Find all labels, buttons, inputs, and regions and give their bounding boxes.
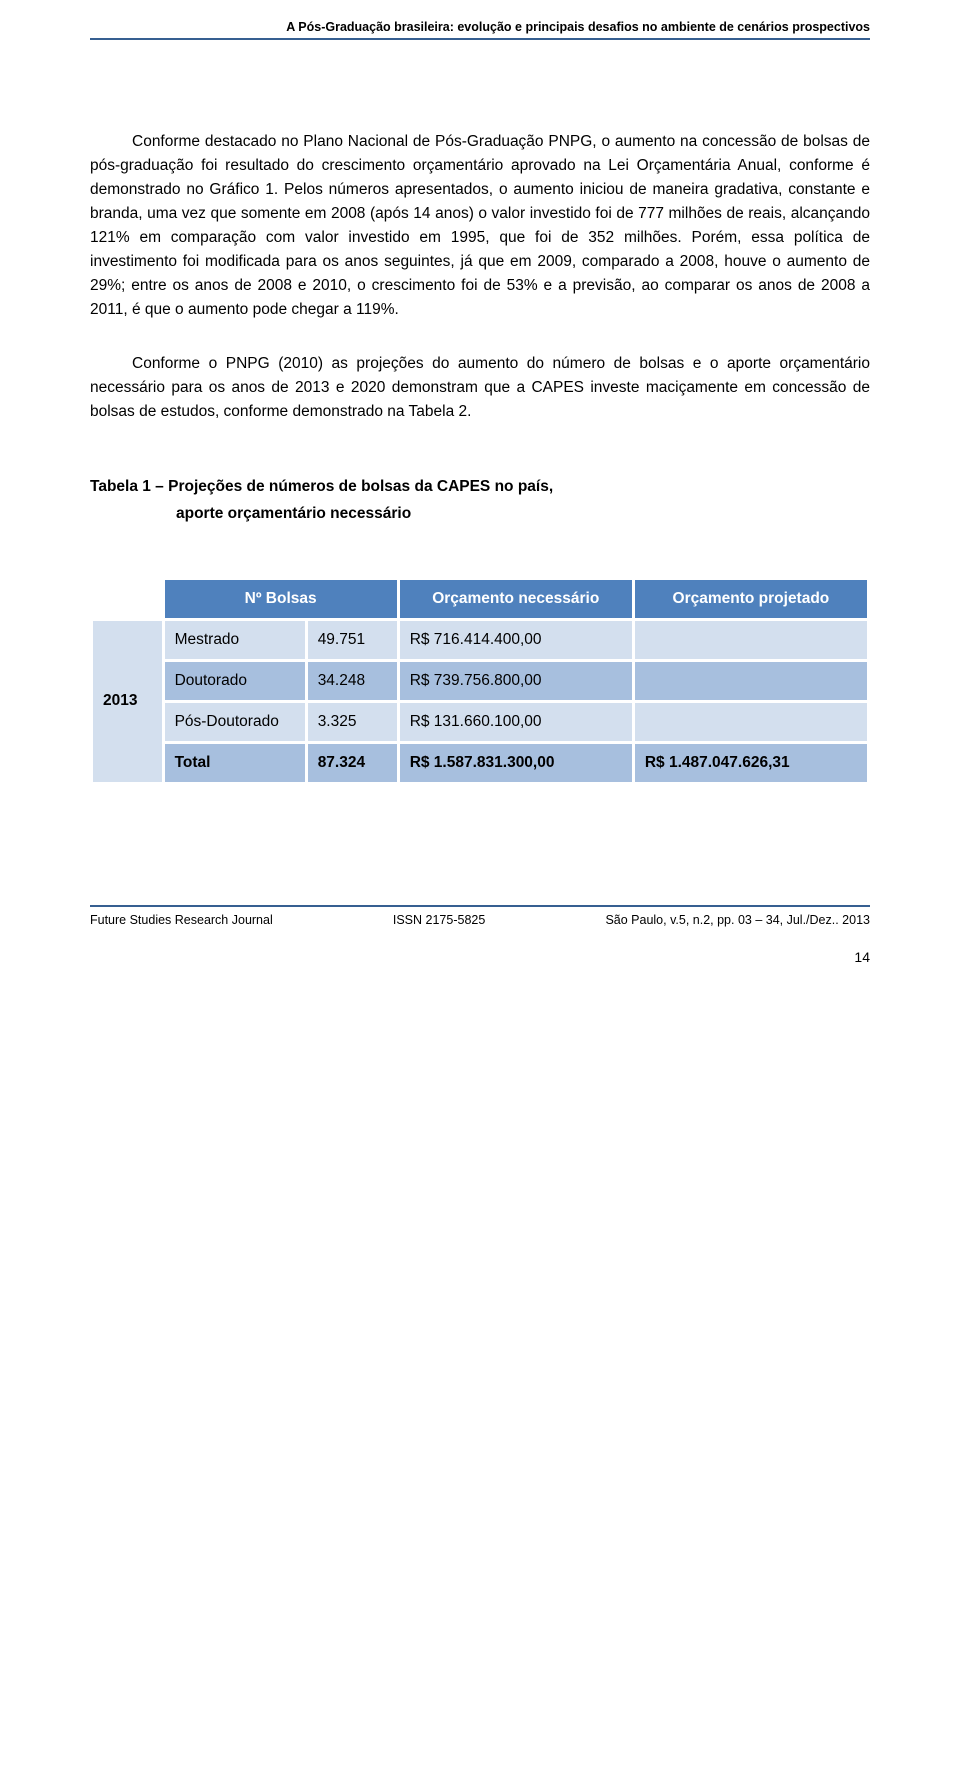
footer-journal: Future Studies Research Journal xyxy=(90,913,273,927)
page-number: 14 xyxy=(90,949,870,965)
row-orc: R$ 131.660.100,00 xyxy=(398,701,633,742)
table-row: Pós-Doutorado 3.325 R$ 131.660.100,00 xyxy=(92,701,869,742)
table-header-empty xyxy=(92,578,164,619)
row-orc: R$ 716.414.400,00 xyxy=(398,619,633,660)
table-header-bolsas: Nº Bolsas xyxy=(163,578,398,619)
table-header-row: Nº Bolsas Orçamento necessário Orçamento… xyxy=(92,578,869,619)
table-header-orc-proj: Orçamento projetado xyxy=(633,578,868,619)
row-label: Doutorado xyxy=(163,660,306,701)
row-count: 3.325 xyxy=(306,701,398,742)
projection-table: Nº Bolsas Orçamento necessário Orçamento… xyxy=(90,577,870,785)
table-caption-line1: Tabela 1 – Projeções de números de bolsa… xyxy=(90,474,870,500)
total-count: 87.324 xyxy=(306,742,398,783)
row-label: Pós-Doutorado xyxy=(163,701,306,742)
table-header-orc-nec: Orçamento necessário xyxy=(398,578,633,619)
paragraph-2: Conforme o PNPG (2010) as projeções do a… xyxy=(90,352,870,424)
footer-issn: ISSN 2175-5825 xyxy=(393,913,485,927)
row-count: 34.248 xyxy=(306,660,398,701)
total-label: Total xyxy=(163,742,306,783)
total-orc-nec: R$ 1.587.831.300,00 xyxy=(398,742,633,783)
page-footer: Future Studies Research Journal ISSN 217… xyxy=(90,905,870,965)
table-year-cell: 2013 xyxy=(92,619,164,783)
table-row: Doutorado 34.248 R$ 739.756.800,00 xyxy=(92,660,869,701)
table-row: 2013 Mestrado 49.751 R$ 716.414.400,00 xyxy=(92,619,869,660)
table-caption: Tabela 1 – Projeções de números de bolsa… xyxy=(90,474,870,527)
row-label: Mestrado xyxy=(163,619,306,660)
total-orc-proj: R$ 1.487.047.626,31 xyxy=(633,742,868,783)
running-header: A Pós-Graduação brasileira: evolução e p… xyxy=(90,20,870,40)
row-proj xyxy=(633,660,868,701)
table-caption-line2: aporte orçamentário necessário xyxy=(90,501,870,527)
table-total-row: Total 87.324 R$ 1.587.831.300,00 R$ 1.48… xyxy=(92,742,869,783)
row-orc: R$ 739.756.800,00 xyxy=(398,660,633,701)
paragraph-1: Conforme destacado no Plano Nacional de … xyxy=(90,130,870,322)
row-proj xyxy=(633,619,868,660)
footer-citation: São Paulo, v.5, n.2, pp. 03 – 34, Jul./D… xyxy=(605,913,870,927)
row-proj xyxy=(633,701,868,742)
row-count: 49.751 xyxy=(306,619,398,660)
